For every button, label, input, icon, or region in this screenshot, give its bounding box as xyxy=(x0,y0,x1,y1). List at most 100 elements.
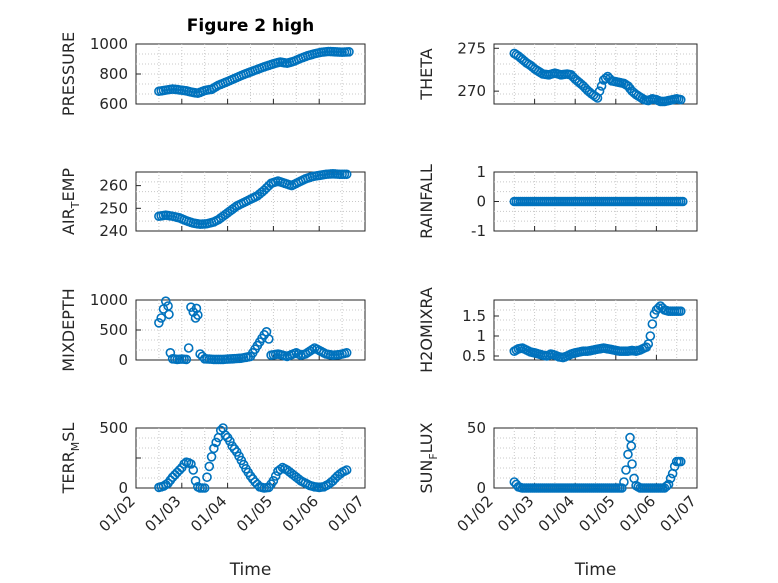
y-axis-label-main: PRESSURE xyxy=(59,32,78,116)
y-axis-label-main: THETA xyxy=(417,48,436,100)
x-tick-label: 01/06 xyxy=(616,492,659,535)
data-point xyxy=(154,317,164,328)
data-point xyxy=(665,473,676,484)
data-point xyxy=(183,343,194,353)
data-point xyxy=(675,456,686,467)
data-point-fill xyxy=(661,481,672,492)
data-point xyxy=(675,306,686,317)
y-axis-label-main: TERR xyxy=(59,451,78,494)
data-point xyxy=(186,302,196,313)
y-tick-label: 1000 xyxy=(90,291,128,309)
data-point xyxy=(206,451,217,462)
subplot-h2omixra: 0.5 1 1.5 H2OMIXRA xyxy=(417,287,698,373)
data-point xyxy=(211,437,221,448)
data-point xyxy=(156,313,166,323)
data-point xyxy=(344,46,354,57)
data-point xyxy=(645,331,656,341)
data-point xyxy=(626,441,637,451)
y-tick-label: 0 xyxy=(118,479,128,497)
y-tick-label: 260 xyxy=(99,177,128,195)
y-tick-label: 250 xyxy=(99,199,128,217)
y-tick-label: 800 xyxy=(99,65,128,83)
y-tick-label: 50 xyxy=(467,419,486,437)
subplot-air_temp: 240 250 260 AIRTEMP xyxy=(59,168,366,240)
data-point xyxy=(596,81,607,91)
data-point xyxy=(179,459,189,469)
data-point-fill xyxy=(307,344,318,355)
data-point xyxy=(623,449,633,460)
data-markers xyxy=(154,169,352,229)
y-tick-label: 1.5 xyxy=(462,307,486,325)
data-point xyxy=(617,483,627,493)
y-axis-label-subscript: F xyxy=(427,453,440,459)
y-axis-label: MIXDEPTH xyxy=(59,288,78,371)
data-point xyxy=(341,169,352,180)
x-tick-label: 01/03 xyxy=(494,492,537,535)
x-tick-label: 01/02 xyxy=(96,492,139,535)
x-tick-label: 01/04 xyxy=(187,492,230,535)
y-axis-label-tail: LUX xyxy=(417,422,436,453)
data-point-fill xyxy=(174,465,185,475)
y-axis-label-main: RAINFALL xyxy=(417,164,436,239)
data-markers xyxy=(154,46,354,98)
y-tick-label: 0.5 xyxy=(462,347,486,365)
y-axis-label-main: H2OMIXRA xyxy=(417,287,436,373)
data-point xyxy=(225,436,235,447)
data-point xyxy=(165,347,176,358)
y-tick-label: 0 xyxy=(476,193,486,211)
data-markers xyxy=(509,48,686,107)
y-axis-label: RAINFALL xyxy=(417,164,436,239)
data-point xyxy=(190,475,201,486)
data-markers xyxy=(509,196,688,207)
data-point-fill xyxy=(275,464,286,475)
y-tick-label: 0 xyxy=(118,351,128,369)
subplot-pressure: 600 800 1000 PRESSURE Figure 2 high xyxy=(59,16,366,116)
y-tick-label: -1 xyxy=(471,222,486,240)
y-axis-label: AIRTEMP xyxy=(59,168,82,235)
y-tick-label: 240 xyxy=(99,222,128,240)
y-axis-label: THETA xyxy=(417,48,436,100)
y-axis-label: PRESSURE xyxy=(59,32,78,116)
data-point xyxy=(199,483,210,493)
data-markers xyxy=(154,296,352,365)
subplot-mixdepth: 0 500 1000 MIXDEPTH xyxy=(59,288,366,372)
y-tick-label: 600 xyxy=(99,95,128,113)
data-markers xyxy=(509,301,686,363)
data-point xyxy=(663,479,674,490)
y-axis-label: TERRMSL xyxy=(59,423,82,495)
subplot-theta: 270 275 THETA xyxy=(417,39,698,107)
data-point xyxy=(193,310,203,320)
y-axis-label-main: AIR xyxy=(59,208,78,235)
x-tick-label: 01/02 xyxy=(454,492,497,535)
y-axis-label-subscript: T xyxy=(69,201,82,209)
chart-title: Figure 2 high xyxy=(187,16,315,36)
data-point xyxy=(627,459,637,469)
data-point xyxy=(209,443,219,454)
data-point xyxy=(594,86,605,96)
data-point xyxy=(647,319,658,329)
data-point xyxy=(264,334,274,344)
y-axis-label: H2OMIXRA xyxy=(417,287,436,373)
x-tick-label: 01/07 xyxy=(325,492,368,535)
data-point xyxy=(186,459,196,469)
data-markers xyxy=(154,423,352,493)
y-axis-label: SUNFLUX xyxy=(417,422,440,493)
data-point xyxy=(164,309,174,320)
data-point xyxy=(621,465,631,475)
data-point xyxy=(677,196,688,207)
grid-lines xyxy=(494,300,697,360)
data-point xyxy=(160,296,171,307)
y-tick-label: 0 xyxy=(476,479,486,497)
y-axis-label-tail: EMP xyxy=(59,168,78,202)
data-point xyxy=(341,465,352,475)
y-axis-label-main: SUN xyxy=(417,460,436,494)
data-point xyxy=(268,475,279,486)
y-tick-label: 1 xyxy=(476,327,486,345)
y-tick-label: 1000 xyxy=(90,35,128,53)
x-tick-label: 01/03 xyxy=(141,492,184,535)
x-tick-label: 01/06 xyxy=(279,492,322,535)
y-axis-label-main: MIXDEPTH xyxy=(59,288,78,371)
data-point-fill xyxy=(270,471,281,481)
